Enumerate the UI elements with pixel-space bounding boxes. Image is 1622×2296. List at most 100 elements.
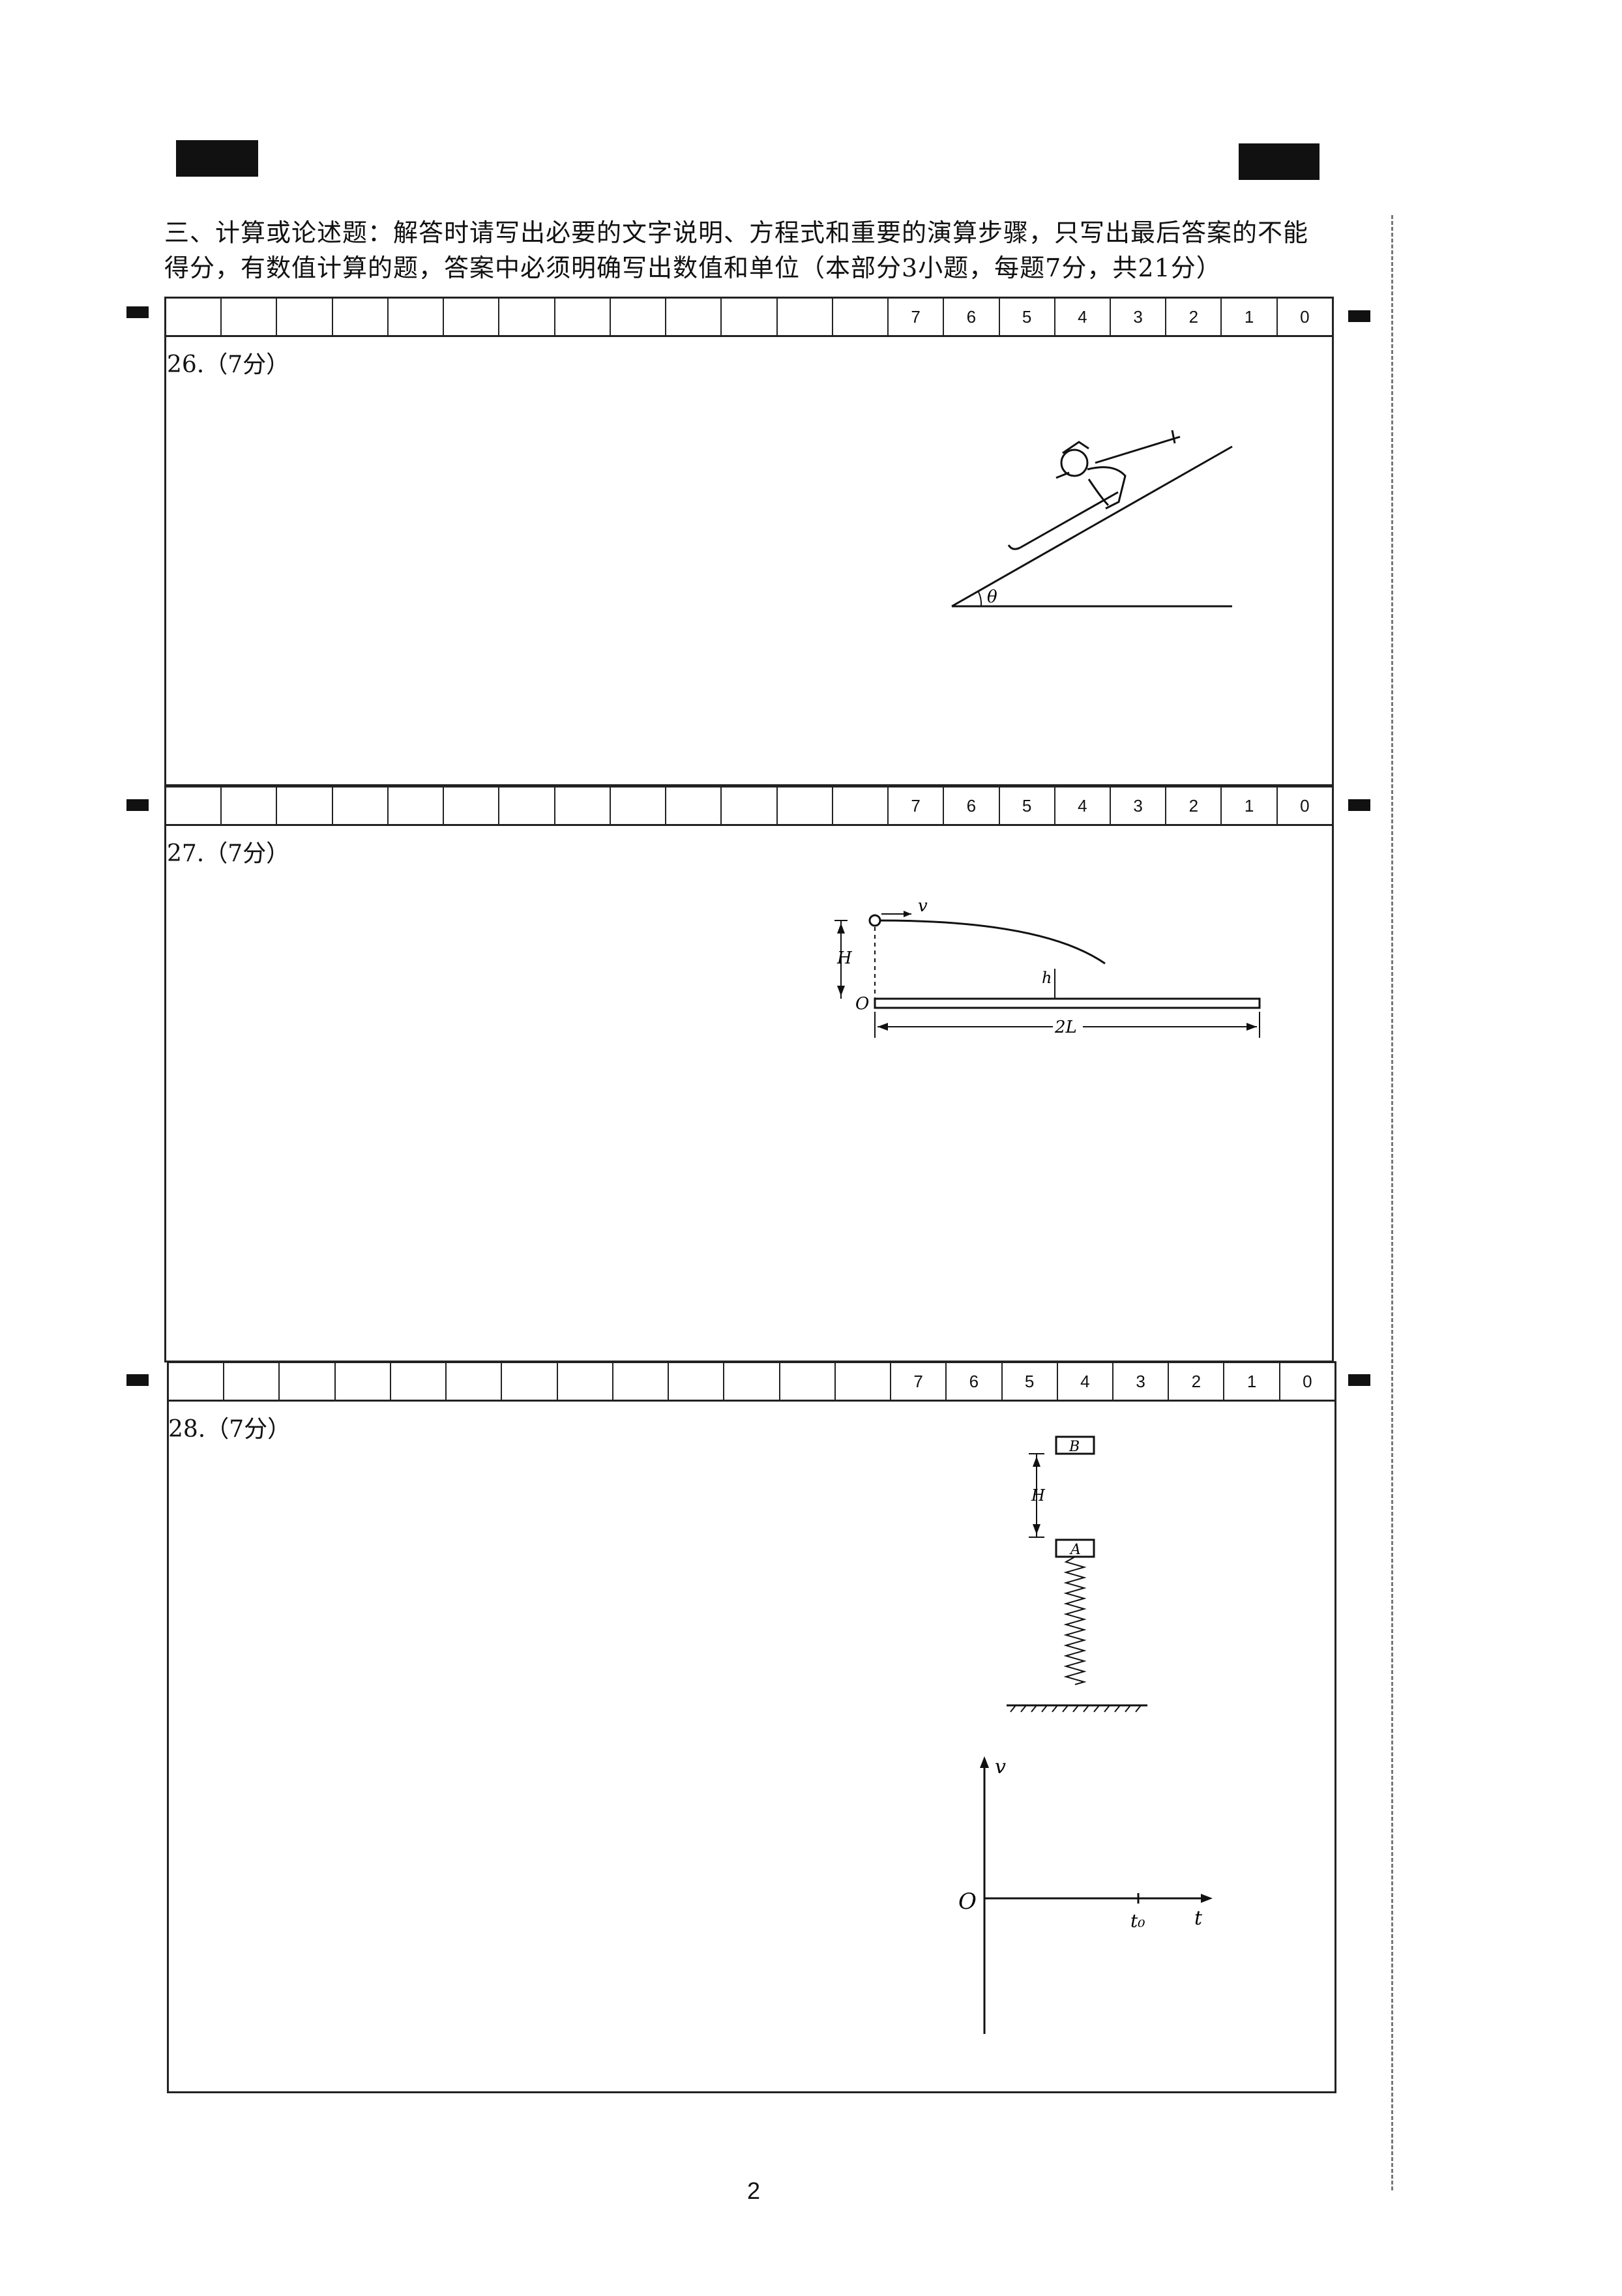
blank-cell <box>833 299 889 335</box>
projectile-figure: v H h O 2L <box>834 896 1261 1038</box>
blank-cell <box>611 299 667 335</box>
question-label-27: 27.（7分） <box>167 840 290 867</box>
H-gap-label: H <box>1031 1486 1046 1505</box>
blank-cell <box>778 787 833 824</box>
score-row-28: 7 6 5 4 3 2 1 0 <box>167 1361 1336 1402</box>
score-row-27: 7 6 5 4 3 2 1 0 <box>164 786 1334 826</box>
instructions-line-2: 得分，有数值计算的题，答案中必须明确写出数值和单位（本部分3小题，每题7分，共2… <box>164 254 1222 282</box>
score-option-2[interactable]: 2 <box>1169 1363 1225 1400</box>
blank-cell <box>333 299 389 335</box>
blank-cell <box>222 299 278 335</box>
blank-cell <box>166 787 222 824</box>
score-option-1[interactable]: 1 <box>1222 787 1278 824</box>
score-option-3[interactable]: 3 <box>1111 299 1167 335</box>
h-label: h <box>1042 969 1052 987</box>
question-label-28: 28.（7分） <box>168 1416 291 1443</box>
v-t-graph: v O t₀ t <box>958 1756 1213 2034</box>
score-option-6[interactable]: 6 <box>944 787 1000 824</box>
blank-cell <box>555 299 611 335</box>
blank-cell <box>336 1363 391 1400</box>
blank-cell <box>666 787 722 824</box>
score-option-4[interactable]: 4 <box>1058 1363 1113 1400</box>
H-label: H <box>836 949 853 968</box>
registration-mark-left <box>176 140 258 177</box>
side-mark-28-left <box>126 1374 149 1386</box>
score-option-7[interactable]: 7 <box>891 1363 947 1400</box>
score-option-1[interactable]: 1 <box>1224 1363 1280 1400</box>
length-label: 2L <box>1054 1018 1077 1037</box>
blank-cell <box>166 299 222 335</box>
blank-cell <box>169 1363 225 1400</box>
section-instructions: 三、计算或论述题：解答时请写出必要的文字说明、方程式和重要的演算步骤，只写出最后… <box>164 215 1338 286</box>
binding-line <box>1391 215 1393 2190</box>
question-label-26: 26.（7分） <box>167 351 290 378</box>
t-axis-label: t <box>1194 1907 1203 1930</box>
score-option-3[interactable]: 3 <box>1111 787 1167 824</box>
blank-cell <box>222 787 278 824</box>
blank-cell <box>391 1363 447 1400</box>
blank-cell <box>499 299 555 335</box>
score-option-4[interactable]: 4 <box>1055 787 1111 824</box>
score-option-4[interactable]: 4 <box>1055 299 1111 335</box>
side-mark-26-left <box>126 306 149 318</box>
blank-cell <box>833 787 889 824</box>
blank-cell <box>333 787 389 824</box>
score-option-6[interactable]: 6 <box>944 299 1000 335</box>
registration-mark-right <box>1239 143 1320 180</box>
ski-slope-figure: θ <box>951 430 1233 608</box>
score-option-0[interactable]: 0 <box>1300 795 1310 816</box>
side-mark-26-right <box>1348 310 1370 322</box>
blank-cell <box>778 299 833 335</box>
score-option-0[interactable]: 0 <box>1300 306 1310 327</box>
v-axis-label: v <box>995 1756 1006 1778</box>
origin-O-label: O <box>958 1889 977 1915</box>
side-mark-27-right <box>1348 799 1370 811</box>
score-option-5[interactable]: 5 <box>1000 299 1055 335</box>
score-option-5[interactable]: 5 <box>1000 787 1055 824</box>
skier-icon <box>1007 430 1181 550</box>
blank-cell <box>836 1363 892 1400</box>
blank-cell <box>444 787 500 824</box>
blank-cell <box>669 1363 725 1400</box>
blank-cell <box>558 1363 613 1400</box>
instructions-line-1: 三、计算或论述题：解答时请写出必要的文字说明、方程式和重要的演算步骤，只写出最后… <box>164 218 1309 247</box>
blank-cell <box>499 787 555 824</box>
score-option-0[interactable]: 0 <box>1303 1371 1312 1391</box>
score-row-26: 7 6 5 4 3 2 1 0 <box>164 297 1334 337</box>
blank-cell <box>280 1363 336 1400</box>
score-option-3[interactable]: 3 <box>1113 1363 1170 1400</box>
blank-cell <box>389 787 445 824</box>
score-option-5[interactable]: 5 <box>1003 1363 1058 1400</box>
blank-cell <box>555 787 611 824</box>
blank-cell <box>724 1363 780 1400</box>
side-mark-27-left <box>126 799 149 811</box>
score-option-2[interactable]: 2 <box>1166 787 1222 824</box>
answer-box-26[interactable] <box>164 335 1334 786</box>
answer-box-28[interactable] <box>167 1400 1336 2093</box>
score-option-6[interactable]: 6 <box>947 1363 1003 1400</box>
angle-label: θ <box>987 587 997 607</box>
blank-cell <box>502 1363 558 1400</box>
blank-cell <box>447 1363 503 1400</box>
blank-cell <box>277 299 333 335</box>
score-option-7[interactable]: 7 <box>889 299 945 335</box>
score-option-2[interactable]: 2 <box>1166 299 1222 335</box>
side-mark-28-right <box>1348 1374 1370 1386</box>
origin-label: O <box>855 994 869 1014</box>
blank-cell <box>277 787 333 824</box>
blank-cell <box>666 299 722 335</box>
blank-cell <box>389 299 445 335</box>
blank-cell <box>613 1363 670 1400</box>
score-option-1[interactable]: 1 <box>1222 299 1278 335</box>
page-number: 2 <box>747 2177 761 2204</box>
blank-cell <box>722 787 778 824</box>
velocity-label: v <box>918 896 928 916</box>
spring-blocks-figure: B H A <box>1007 1435 1147 1713</box>
score-option-7[interactable]: 7 <box>889 787 945 824</box>
blank-cell <box>780 1363 836 1400</box>
blank-cell <box>611 787 667 824</box>
t0-label: t₀ <box>1130 1910 1145 1932</box>
blank-cell <box>444 299 500 335</box>
block-B-label: B <box>1069 1439 1080 1455</box>
blank-cell <box>224 1363 280 1400</box>
